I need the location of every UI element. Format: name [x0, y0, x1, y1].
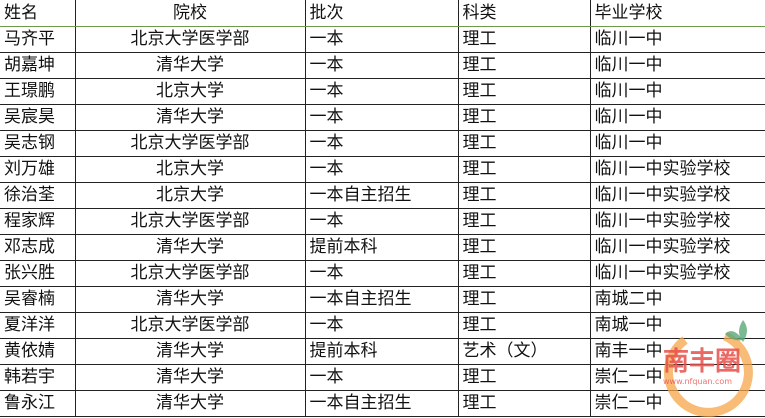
- cell-category: 理工: [458, 234, 591, 261]
- cell-batch: 一本: [305, 208, 459, 235]
- cell-category: 理工: [458, 286, 591, 313]
- cell-name: 邓志成: [0, 234, 76, 261]
- cell-high-school: 临川一中: [590, 26, 765, 53]
- table-row: 张兴胜 北京大学医学部 一本 理工 临川一中实验学校: [0, 260, 765, 287]
- cell-name: 吴宸昊: [0, 104, 76, 131]
- cell-name: 夏洋洋: [0, 312, 76, 339]
- cell-batch: 一本: [305, 52, 459, 79]
- cell-category: 理工: [458, 364, 591, 391]
- cell-high-school: 临川一中: [590, 52, 765, 79]
- table-row: 邓志成 清华大学 提前本科 理工 临川一中实验学校: [0, 234, 765, 261]
- cell-university: 北京大学: [75, 78, 306, 105]
- cell-batch: 一本自主招生: [305, 182, 459, 209]
- cell-high-school: 临川一中实验学校: [590, 234, 765, 261]
- cell-university: 北京大学: [75, 156, 306, 183]
- table-row: 程家辉 北京大学医学部 一本 理工 临川一中实验学校: [0, 208, 765, 235]
- table-row: 王璟鹏 北京大学 一本 理工 临川一中: [0, 78, 765, 105]
- cell-university: 清华大学: [75, 364, 306, 391]
- header-batch: 批次: [305, 0, 459, 27]
- cell-category: 理工: [458, 52, 591, 79]
- header-row: 姓名 院校 批次 科类 毕业学校: [0, 0, 765, 27]
- cell-university: 北京大学医学部: [75, 260, 306, 287]
- cell-batch: 一本: [305, 156, 459, 183]
- cell-university: 北京大学: [75, 182, 306, 209]
- cell-name: 王璟鹏: [0, 78, 76, 105]
- cell-batch: 一本: [305, 260, 459, 287]
- table-row: 胡嘉坤 清华大学 一本 理工 临川一中: [0, 52, 765, 79]
- cell-high-school: 临川一中实验学校: [590, 156, 765, 183]
- cell-batch: 一本: [305, 312, 459, 339]
- table-row: 吴志钢 北京大学医学部 一本 理工 临川一中: [0, 130, 765, 157]
- cell-university: 清华大学: [75, 52, 306, 79]
- cell-high-school: 临川一中实验学校: [590, 182, 765, 209]
- cell-name: 徐治荃: [0, 182, 76, 209]
- cell-category: 理工: [458, 104, 591, 131]
- header-name: 姓名: [0, 0, 76, 27]
- header-category: 科类: [458, 0, 591, 27]
- cell-name: 张兴胜: [0, 260, 76, 287]
- cell-university: 北京大学医学部: [75, 312, 306, 339]
- cell-high-school: 临川一中: [590, 78, 765, 105]
- cell-high-school: 临川一中: [590, 104, 765, 131]
- cell-high-school: 临川一中实验学校: [590, 208, 765, 235]
- cell-batch: 一本: [305, 130, 459, 157]
- cell-high-school: 南丰一中: [590, 338, 765, 365]
- cell-name: 胡嘉坤: [0, 52, 76, 79]
- table-row: 马齐平 北京大学医学部 一本 理工 临川一中: [0, 26, 765, 53]
- table-row: 吴睿楠 清华大学 一本自主招生 理工 南城二中: [0, 286, 765, 313]
- cell-batch: 一本: [305, 26, 459, 53]
- header-university: 院校: [75, 0, 306, 27]
- cell-high-school: 崇仁一中: [590, 364, 765, 391]
- cell-category: 理工: [458, 390, 591, 417]
- cell-name: 黄依婧: [0, 338, 76, 365]
- cell-name: 吴睿楠: [0, 286, 76, 313]
- cell-category: 理工: [458, 26, 591, 53]
- table-row: 韩若宇 清华大学 一本 理工 崇仁一中: [0, 364, 765, 391]
- cell-university: 清华大学: [75, 234, 306, 261]
- cell-category: 理工: [458, 156, 591, 183]
- cell-category: 艺术（文）: [458, 338, 591, 365]
- cell-category: 理工: [458, 260, 591, 287]
- table-row: 吴宸昊 清华大学 一本 理工 临川一中: [0, 104, 765, 131]
- cell-category: 理工: [458, 312, 591, 339]
- cell-university: 清华大学: [75, 104, 306, 131]
- cell-batch: 一本自主招生: [305, 390, 459, 417]
- cell-high-school: 临川一中实验学校: [590, 260, 765, 287]
- cell-name: 刘万雄: [0, 156, 76, 183]
- table-row: 徐治荃 北京大学 一本自主招生 理工 临川一中实验学校: [0, 182, 765, 209]
- cell-university: 清华大学: [75, 286, 306, 313]
- cell-category: 理工: [458, 130, 591, 157]
- cell-batch: 一本: [305, 104, 459, 131]
- cell-high-school: 崇仁一中: [590, 390, 765, 417]
- cell-batch: 提前本科: [305, 338, 459, 365]
- cell-batch: 提前本科: [305, 234, 459, 261]
- table-row: 夏洋洋 北京大学医学部 一本 理工 南城一中: [0, 312, 765, 339]
- cell-name: 马齐平: [0, 26, 76, 53]
- cell-batch: 一本自主招生: [305, 286, 459, 313]
- header-high-school: 毕业学校: [590, 0, 765, 27]
- cell-category: 理工: [458, 208, 591, 235]
- cell-high-school: 南城二中: [590, 286, 765, 313]
- cell-category: 理工: [458, 78, 591, 105]
- cell-high-school: 临川一中: [590, 130, 765, 157]
- table-row: 刘万雄 北京大学 一本 理工 临川一中实验学校: [0, 156, 765, 183]
- cell-university: 清华大学: [75, 390, 306, 417]
- table-row: 黄依婧 清华大学 提前本科 艺术（文） 南丰一中: [0, 338, 765, 365]
- cell-university: 北京大学医学部: [75, 26, 306, 53]
- cell-category: 理工: [458, 182, 591, 209]
- cell-name: 吴志钢: [0, 130, 76, 157]
- cell-name: 程家辉: [0, 208, 76, 235]
- cell-university: 北京大学医学部: [75, 208, 306, 235]
- cell-batch: 一本: [305, 78, 459, 105]
- cell-university: 清华大学: [75, 338, 306, 365]
- table-row: 鲁永江 清华大学 一本自主招生 理工 崇仁一中: [0, 390, 765, 417]
- cell-high-school: 南城一中: [590, 312, 765, 339]
- cell-university: 北京大学医学部: [75, 130, 306, 157]
- cell-name: 鲁永江: [0, 390, 76, 417]
- cell-batch: 一本: [305, 364, 459, 391]
- cell-name: 韩若宇: [0, 364, 76, 391]
